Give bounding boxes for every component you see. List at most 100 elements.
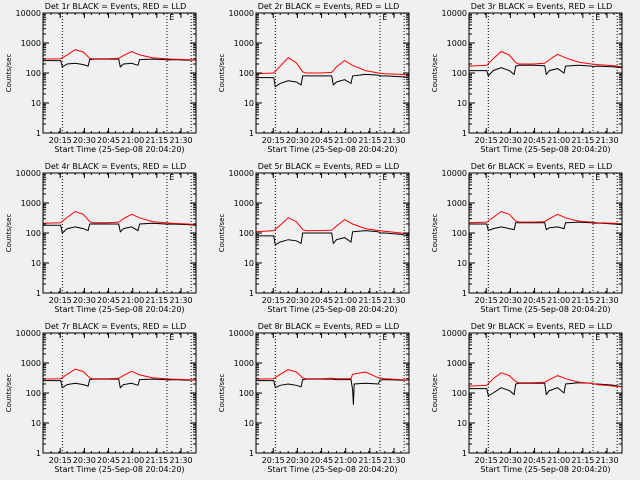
panel-title: Det 8r BLACK = Events, RED = LLD (258, 322, 400, 331)
y-axis-label: Counts/sec (431, 214, 439, 253)
lld-series-line (42, 210, 197, 226)
x-tick-label: 21:30 (169, 136, 192, 145)
y-tick-label: 100 (239, 69, 254, 78)
x-tick-label: 21:15 (571, 456, 594, 465)
x-tick-label: 20:45 (523, 136, 546, 145)
x-tick-label: 21:15 (571, 296, 594, 305)
panel-1: Det 1r BLACK = Events, RED = LLD E 1 10 100 1… (5, 2, 197, 154)
y-tick-label: 100 (452, 389, 467, 398)
y-tick-label: 100 (26, 69, 41, 78)
marker-label: E (595, 13, 600, 22)
panel-7: Det 7r BLACK = Events, RED = LLD E 1 10 100 1… (5, 322, 197, 474)
panel-title: Det 2r BLACK = Events, RED = LLD (258, 2, 400, 11)
x-tick-label: 20:30 (286, 456, 309, 465)
events-series-line (469, 64, 623, 77)
y-tick-label: 1000 (234, 199, 254, 208)
panels: Det 1r BLACK = Events, RED = LLD E 1 10 100 1… (5, 2, 623, 474)
x-tick-label: 20:45 (97, 456, 120, 465)
y-tick-label: 10 (457, 99, 467, 108)
lld-series-line (255, 369, 410, 381)
y-tick-label: 1 (462, 129, 467, 138)
y-tick-label: 10000 (229, 329, 254, 338)
x-tick-label: 20:15 (262, 136, 285, 145)
x-tick-label: 20:30 (499, 136, 522, 145)
x-axis-label: Start Time (25-Sep-08 20:04:20) (480, 145, 610, 154)
y-tick-label: 100 (26, 389, 41, 398)
x-tick-label: 21:15 (145, 296, 168, 305)
y-tick-label: 100 (452, 229, 467, 238)
y-tick-label: 1000 (234, 39, 254, 48)
y-tick-label: 1000 (447, 39, 467, 48)
y-tick-label: 10 (31, 259, 41, 268)
x-tick-label: 21:00 (334, 136, 357, 145)
x-tick-label: 21:15 (571, 136, 594, 145)
x-tick-label: 20:30 (286, 136, 309, 145)
x-tick-label: 21:15 (358, 296, 381, 305)
marker-label: E (169, 13, 174, 22)
y-tick-label: 1 (36, 449, 41, 458)
x-tick-label: 21:30 (169, 456, 192, 465)
x-tick-label: 20:15 (475, 136, 498, 145)
x-tick-label: 20:15 (49, 456, 72, 465)
y-tick-label: 1 (462, 449, 467, 458)
y-tick-label: 1 (36, 129, 41, 138)
y-axis-label: Counts/sec (5, 214, 13, 253)
x-axis-label: Start Time (25-Sep-08 20:04:20) (480, 305, 610, 314)
x-tick-label: 21:00 (547, 296, 570, 305)
lld-series-line (468, 210, 623, 225)
x-tick-label: 20:15 (262, 296, 285, 305)
panel-title: Det 4r BLACK = Events, RED = LLD (45, 162, 187, 171)
x-tick-label: 20:30 (286, 296, 309, 305)
panel-title: Det 3r BLACK = Events, RED = LLD (471, 2, 613, 11)
lld-series-line (468, 372, 623, 388)
y-axis-label: Counts/sec (5, 54, 13, 93)
y-tick-label: 100 (452, 69, 467, 78)
x-tick-label: 20:30 (499, 296, 522, 305)
y-tick-label: 10000 (229, 169, 254, 178)
y-tick-label: 10 (457, 419, 467, 428)
x-tick-label: 21:30 (382, 456, 405, 465)
x-tick-label: 20:30 (73, 136, 96, 145)
y-tick-label: 10000 (229, 9, 254, 18)
y-axis-label: Counts/sec (431, 374, 439, 413)
panel-3: Det 3r BLACK = Events, RED = LLD E 1 10 100 1… (431, 2, 623, 154)
y-tick-label: 100 (239, 229, 254, 238)
events-series-line (256, 73, 410, 88)
x-axis-label: Start Time (25-Sep-08 20:04:20) (267, 145, 397, 154)
marker-label: E (382, 333, 387, 342)
x-tick-label: 21:00 (334, 296, 357, 305)
y-tick-label: 1000 (447, 359, 467, 368)
x-axis-label: Start Time (25-Sep-08 20:04:20) (267, 305, 397, 314)
y-tick-label: 1 (36, 289, 41, 298)
lld-series-line (42, 368, 197, 381)
x-tick-label: 20:45 (310, 136, 333, 145)
x-tick-label: 20:45 (97, 136, 120, 145)
x-tick-label: 21:15 (145, 136, 168, 145)
panel-title: Det 1r BLACK = Events, RED = LLD (45, 2, 187, 11)
panel-4: Det 4r BLACK = Events, RED = LLD E 1 10 100 1… (5, 162, 197, 314)
x-axis-label: Start Time (25-Sep-08 20:04:20) (267, 465, 397, 474)
x-tick-label: 21:00 (547, 456, 570, 465)
y-tick-label: 100 (26, 229, 41, 238)
events-series-line (43, 222, 197, 234)
events-series-line (256, 378, 409, 405)
x-tick-label: 21:15 (358, 456, 381, 465)
x-axis-label: Start Time (25-Sep-08 20:04:20) (480, 465, 610, 474)
y-tick-label: 1 (249, 289, 254, 298)
marker-label: E (169, 333, 174, 342)
marker-label: E (595, 173, 600, 182)
y-tick-label: 1000 (21, 359, 41, 368)
lld-series-line (255, 217, 410, 235)
x-tick-label: 20:30 (73, 456, 96, 465)
x-axis-label: Start Time (25-Sep-08 20:04:20) (54, 305, 184, 314)
panel-5: Det 5r BLACK = Events, RED = LLD E 1 10 100 1… (218, 162, 410, 314)
lld-series-line (42, 49, 197, 61)
x-tick-label: 20:15 (475, 456, 498, 465)
x-tick-label: 20:30 (499, 456, 522, 465)
y-tick-label: 10000 (442, 9, 467, 18)
marker-label: E (169, 173, 174, 182)
x-tick-label: 21:00 (334, 456, 357, 465)
marker-label: E (382, 173, 387, 182)
y-tick-label: 1000 (447, 199, 467, 208)
